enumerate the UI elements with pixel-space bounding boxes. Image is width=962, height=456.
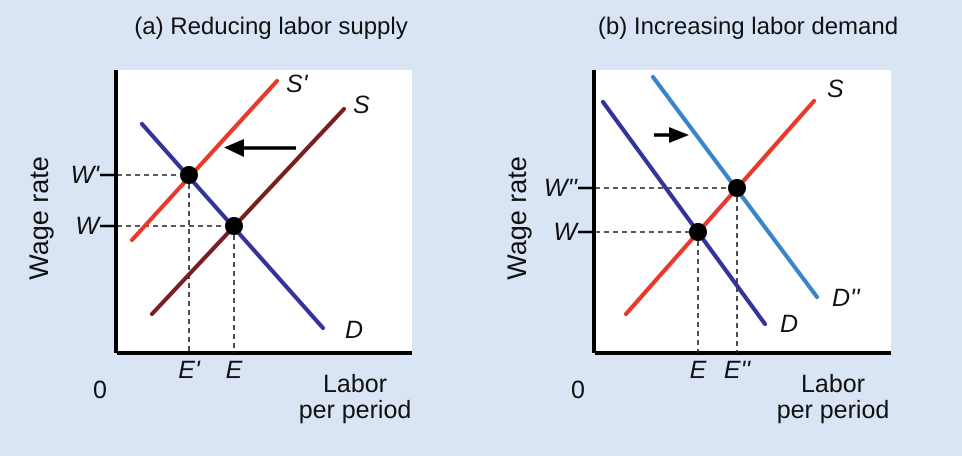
svg-text:E'': E''	[724, 356, 751, 384]
svg-text:per period: per period	[777, 396, 890, 424]
svg-text:(b) Increasing labor demand: (b) Increasing labor demand	[598, 13, 898, 40]
svg-text:D'': D''	[832, 284, 861, 312]
svg-text:D: D	[345, 316, 363, 344]
svg-text:S': S'	[286, 70, 309, 98]
svg-text:0: 0	[93, 376, 107, 404]
svg-text:W: W	[553, 218, 579, 246]
svg-text:E: E	[226, 356, 243, 384]
svg-text:D: D	[780, 310, 798, 338]
svg-text:E: E	[690, 356, 707, 384]
svg-text:Labor: Labor	[801, 370, 865, 398]
svg-text:S: S	[827, 75, 844, 103]
svg-text:Labor: Labor	[323, 370, 387, 398]
svg-text:Wage rate: Wage rate	[502, 156, 532, 280]
svg-text:W'': W''	[544, 174, 578, 202]
svg-text:per period: per period	[299, 396, 412, 424]
svg-text:W': W'	[71, 161, 101, 189]
svg-text:S: S	[353, 91, 370, 119]
svg-text:(a) Reducing labor supply: (a) Reducing labor supply	[134, 13, 407, 40]
svg-text:W: W	[75, 212, 101, 240]
svg-text:Wage rate: Wage rate	[24, 156, 54, 280]
svg-text:E': E'	[178, 356, 201, 384]
svg-text:0: 0	[571, 376, 585, 404]
